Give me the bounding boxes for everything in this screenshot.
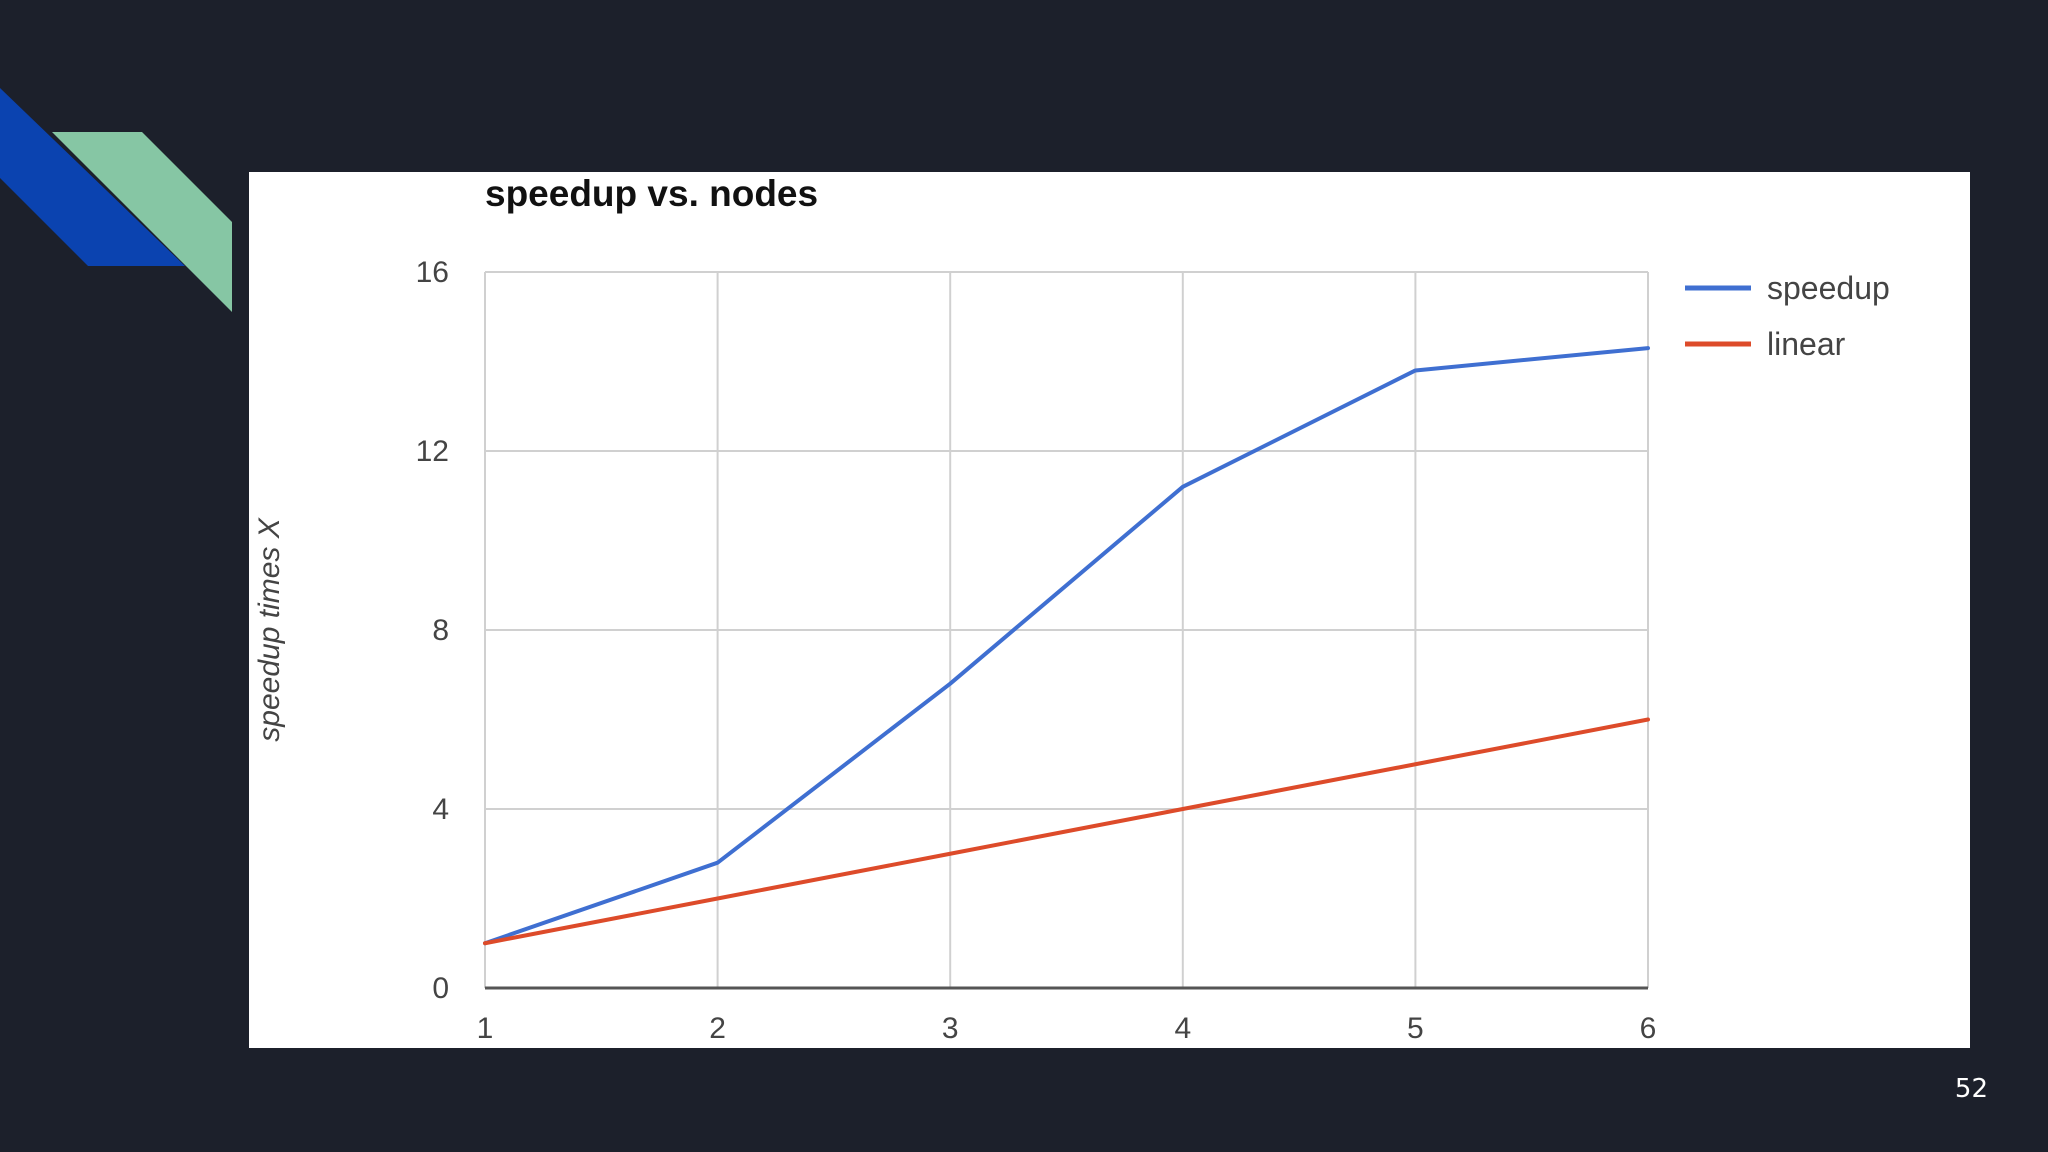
grid-lines bbox=[484, 271, 1649, 988]
deco-blue-stripe bbox=[0, 88, 185, 266]
series-line-linear bbox=[483, 717, 1650, 946]
y-tick-label: 4 bbox=[432, 793, 449, 826]
y-tick-label: 0 bbox=[432, 972, 449, 1005]
series-line-speedup bbox=[483, 346, 1650, 946]
corner-decoration bbox=[0, 88, 232, 312]
legend-label-linear: linear bbox=[1767, 326, 1846, 362]
legend: speedup linear bbox=[1685, 270, 1890, 362]
series-lines bbox=[483, 346, 1650, 946]
x-tick-label: 1 bbox=[477, 1012, 494, 1045]
x-tick-label: 5 bbox=[1407, 1012, 1424, 1045]
y-tick-labels: 0 4 8 12 16 bbox=[416, 256, 449, 1005]
x-tick-label: 4 bbox=[1174, 1012, 1191, 1045]
legend-label-speedup: speedup bbox=[1767, 270, 1890, 306]
x-tick-label: 3 bbox=[942, 1012, 959, 1045]
deco-green-stripe bbox=[52, 132, 232, 312]
line-chart: speedup vs. nodes speedup times X 048121… bbox=[253, 173, 1890, 1045]
y-tick-label: 16 bbox=[416, 256, 449, 289]
chart-panel: speedup vs. nodes speedup times X 0 4 8 12 1… bbox=[249, 172, 1970, 1048]
x-tick-label: 2 bbox=[709, 1012, 726, 1045]
x-tick-labels: 1 2 3 4 5 6 bbox=[477, 1012, 1657, 1045]
slide-number: 52 bbox=[1954, 1074, 1988, 1104]
chart-title: speedup vs. nodes bbox=[485, 173, 818, 214]
y-axis-label: speedup times X bbox=[253, 517, 286, 741]
y-tick-label: 12 bbox=[416, 435, 449, 468]
x-tick-label: 6 bbox=[1640, 1012, 1657, 1045]
y-tick-label: 8 bbox=[432, 614, 449, 647]
